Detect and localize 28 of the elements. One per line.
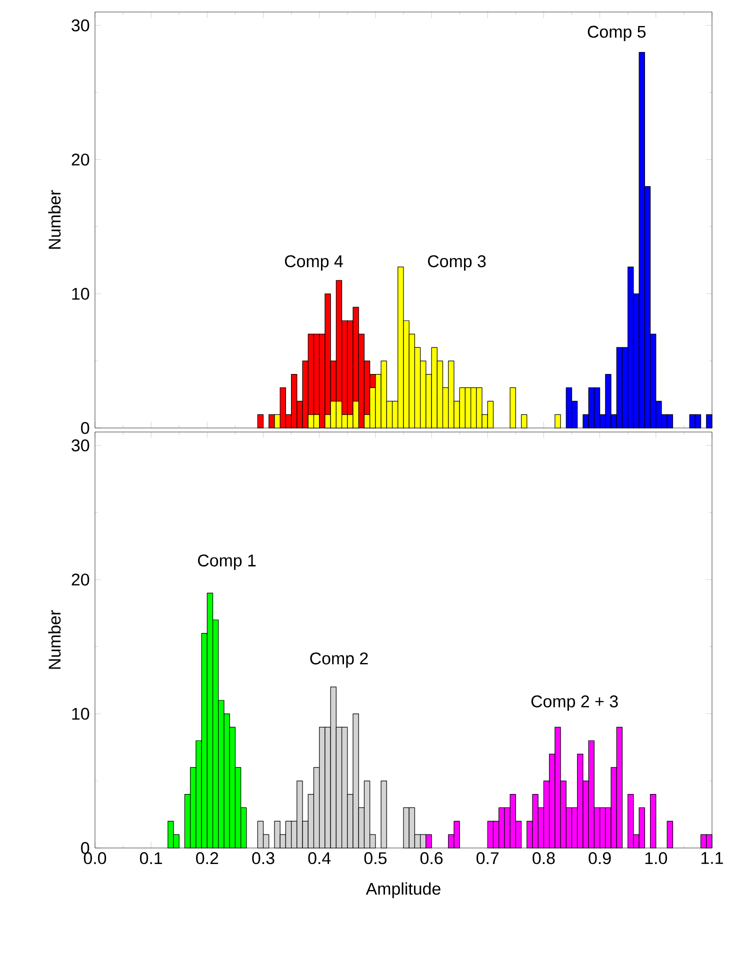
y-tick-label: 30 xyxy=(72,19,90,32)
y-tick-label: 30 xyxy=(72,439,90,452)
x-tick-label: 0.7 xyxy=(476,852,499,864)
x-tick-label: 0.4 xyxy=(308,852,331,864)
x-tick-label: 0.0 xyxy=(84,852,106,864)
y-tick-label: 20 xyxy=(72,574,90,586)
y-tick-label: 20 xyxy=(72,154,90,166)
x-tick-label: 1.1 xyxy=(702,852,723,864)
annotation: Comp 2 + 3 xyxy=(531,695,618,711)
x-tick-label: 0.3 xyxy=(252,852,274,864)
x-tick-label: 0.6 xyxy=(420,852,443,864)
x-tick-label: 1.0 xyxy=(645,852,668,864)
y-tick-label: 10 xyxy=(72,288,90,300)
y-tick-label: 0 xyxy=(81,422,90,434)
annotation: Comp 5 xyxy=(588,26,646,42)
x-tick-label: 0.9 xyxy=(588,852,611,864)
annotation: Comp 4 xyxy=(284,255,343,271)
x-tick-label: 0.2 xyxy=(196,852,218,864)
y-axis-title: Number xyxy=(48,190,61,249)
x-tick-label: 0.1 xyxy=(140,852,162,864)
annotation: Comp 2 xyxy=(310,652,368,668)
x-tick-label: 0.5 xyxy=(364,852,387,864)
y-axis-title: Number xyxy=(48,610,61,669)
y-tick-label: 10 xyxy=(72,708,90,720)
annotation: Comp 3 xyxy=(428,255,486,271)
x-tick-label: 0.8 xyxy=(532,852,555,864)
x-axis-title: Amplitude xyxy=(366,882,440,898)
annotation: Comp 1 xyxy=(198,554,256,570)
